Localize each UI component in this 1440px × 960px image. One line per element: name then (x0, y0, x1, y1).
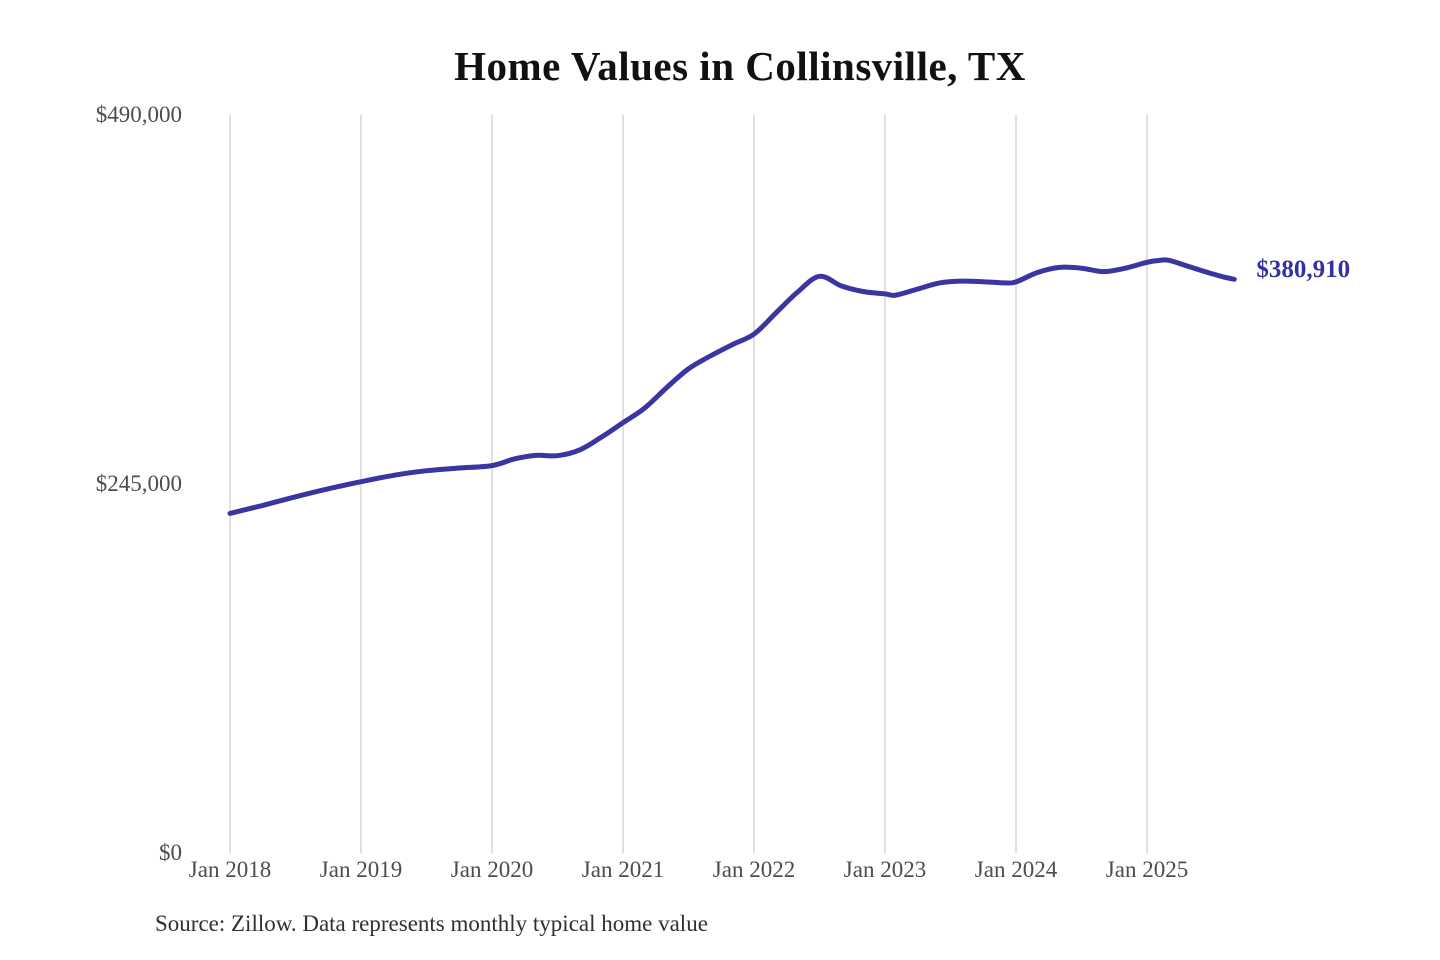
last-value-label: $380,910 (1256, 256, 1351, 284)
x-tick-label: Jan 2023 (843, 857, 927, 882)
y-tick-label: $0 (159, 840, 182, 865)
x-tick-label: Jan 2018 (188, 857, 272, 882)
x-tick-label: Jan 2020 (450, 857, 534, 882)
y-tick-label: $245,000 (95, 471, 182, 496)
x-tick-label: Jan 2024 (974, 857, 1058, 882)
x-tick-label: Jan 2022 (712, 857, 796, 882)
x-tick-label: Jan 2025 (1105, 857, 1189, 882)
x-tick-label: Jan 2021 (581, 857, 665, 882)
home-value-line (227, 257, 1237, 516)
y-tick-label: $490,000 (95, 102, 182, 127)
source-note: Source: Zillow. Data represents monthly … (155, 911, 708, 936)
x-tick-label: Jan 2019 (319, 857, 403, 882)
chart-title: Home Values in Collinsville, TX (454, 43, 1026, 89)
